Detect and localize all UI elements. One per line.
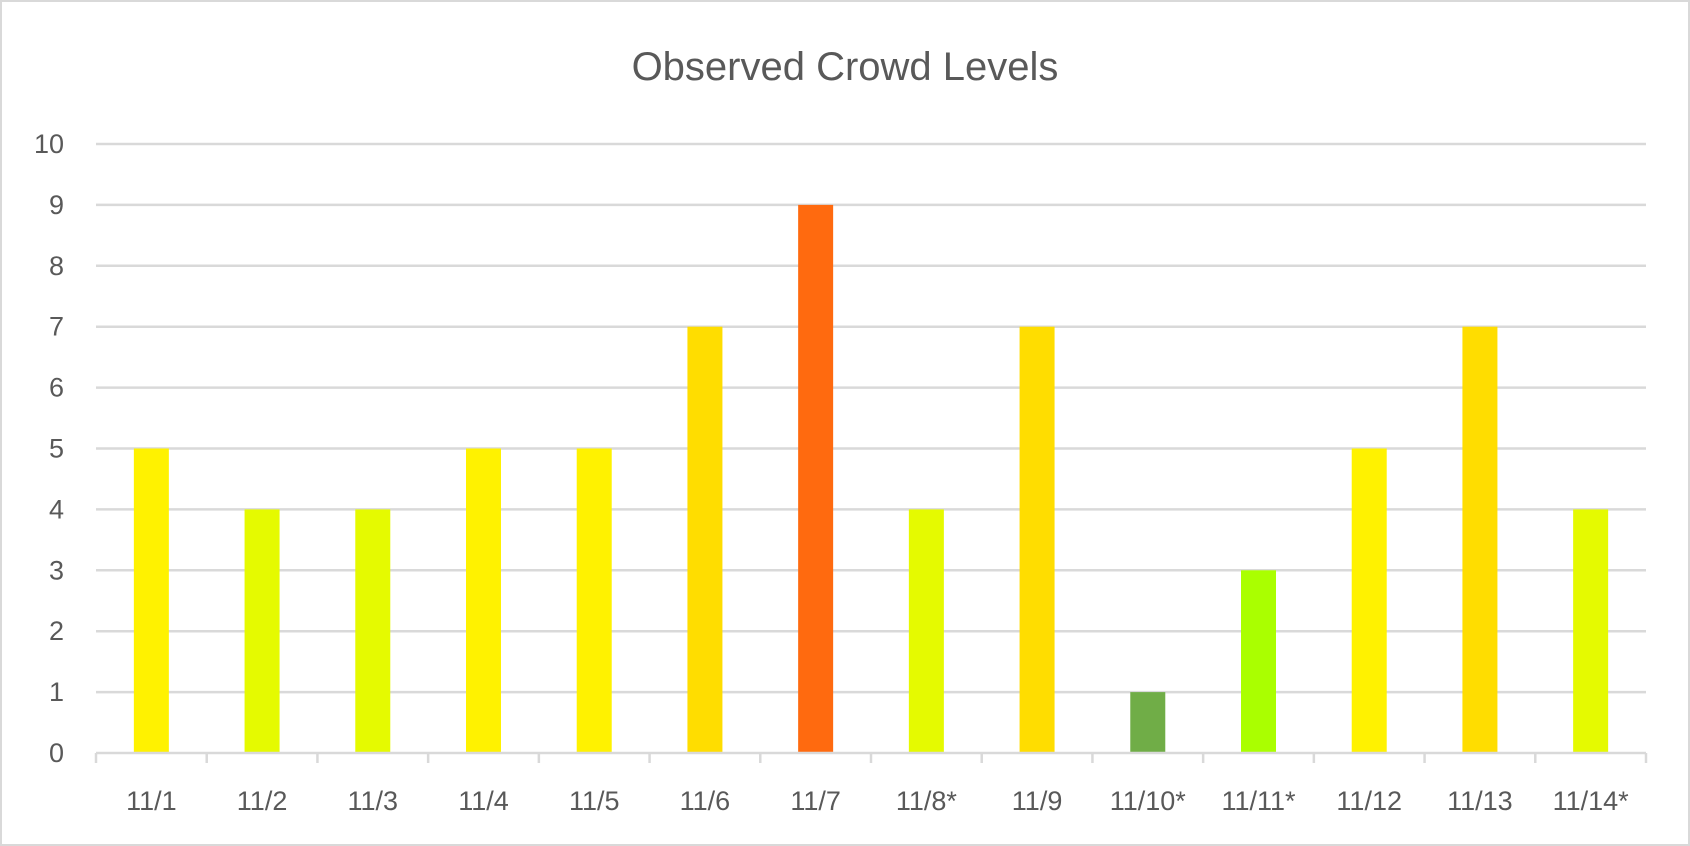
y-axis-ticks: 0 1 2 3 4 5 6 7 8 9 10 (34, 129, 64, 768)
bar (1019, 326, 1055, 753)
y-tick-label: 6 (49, 373, 64, 403)
bar (1573, 509, 1609, 753)
y-tick-label: 3 (49, 555, 64, 585)
bar (133, 448, 169, 753)
y-tick-label: 4 (49, 494, 64, 524)
x-tick-label: 11/4 (458, 786, 509, 816)
x-tick-label: 11/7 (790, 786, 841, 816)
gridlines (96, 142, 1646, 694)
x-tick-label: 11/12 (1336, 786, 1402, 816)
bar (1241, 570, 1276, 753)
x-tick-label: 11/9 (1012, 786, 1063, 816)
x-tick-label: 11/3 (348, 786, 399, 816)
bar (687, 326, 723, 753)
x-tick-label: 11/14* (1553, 786, 1630, 816)
x-tick-label: 11/10* (1110, 786, 1187, 816)
bar (576, 448, 612, 753)
y-tick-label: 2 (49, 616, 64, 646)
y-tick-label: 7 (49, 312, 64, 342)
y-tick-label: 1 (49, 677, 64, 707)
x-tick-label: 11/13 (1447, 786, 1513, 816)
x-tick-label: 11/1 (126, 786, 177, 816)
chart-title: Observed Crowd Levels (632, 45, 1059, 89)
x-tick-label: 11/11* (1221, 786, 1296, 816)
bar (244, 509, 280, 753)
y-tick-label: 10 (34, 129, 64, 159)
bar (466, 448, 501, 753)
x-axis (94, 751, 1648, 763)
x-tick-label: 11/8* (896, 786, 958, 816)
bar (908, 509, 944, 753)
bars (133, 204, 1609, 753)
y-tick-label: 9 (49, 190, 64, 220)
bar (1462, 326, 1498, 753)
y-tick-label: 5 (49, 434, 64, 464)
x-tick-label: 11/2 (237, 786, 288, 816)
bar (355, 509, 391, 753)
y-tick-label: 0 (49, 738, 64, 768)
x-tick-label: 11/5 (569, 786, 620, 816)
bar (1130, 692, 1166, 753)
y-tick-label: 8 (49, 251, 64, 281)
bar (798, 204, 834, 753)
bar (1351, 448, 1387, 753)
x-axis-ticks: 11/1 11/2 11/3 11/4 11/5 11/6 11/7 11/8* 11/9 11/… (126, 786, 1629, 816)
x-tick-label: 11/6 (680, 786, 731, 816)
